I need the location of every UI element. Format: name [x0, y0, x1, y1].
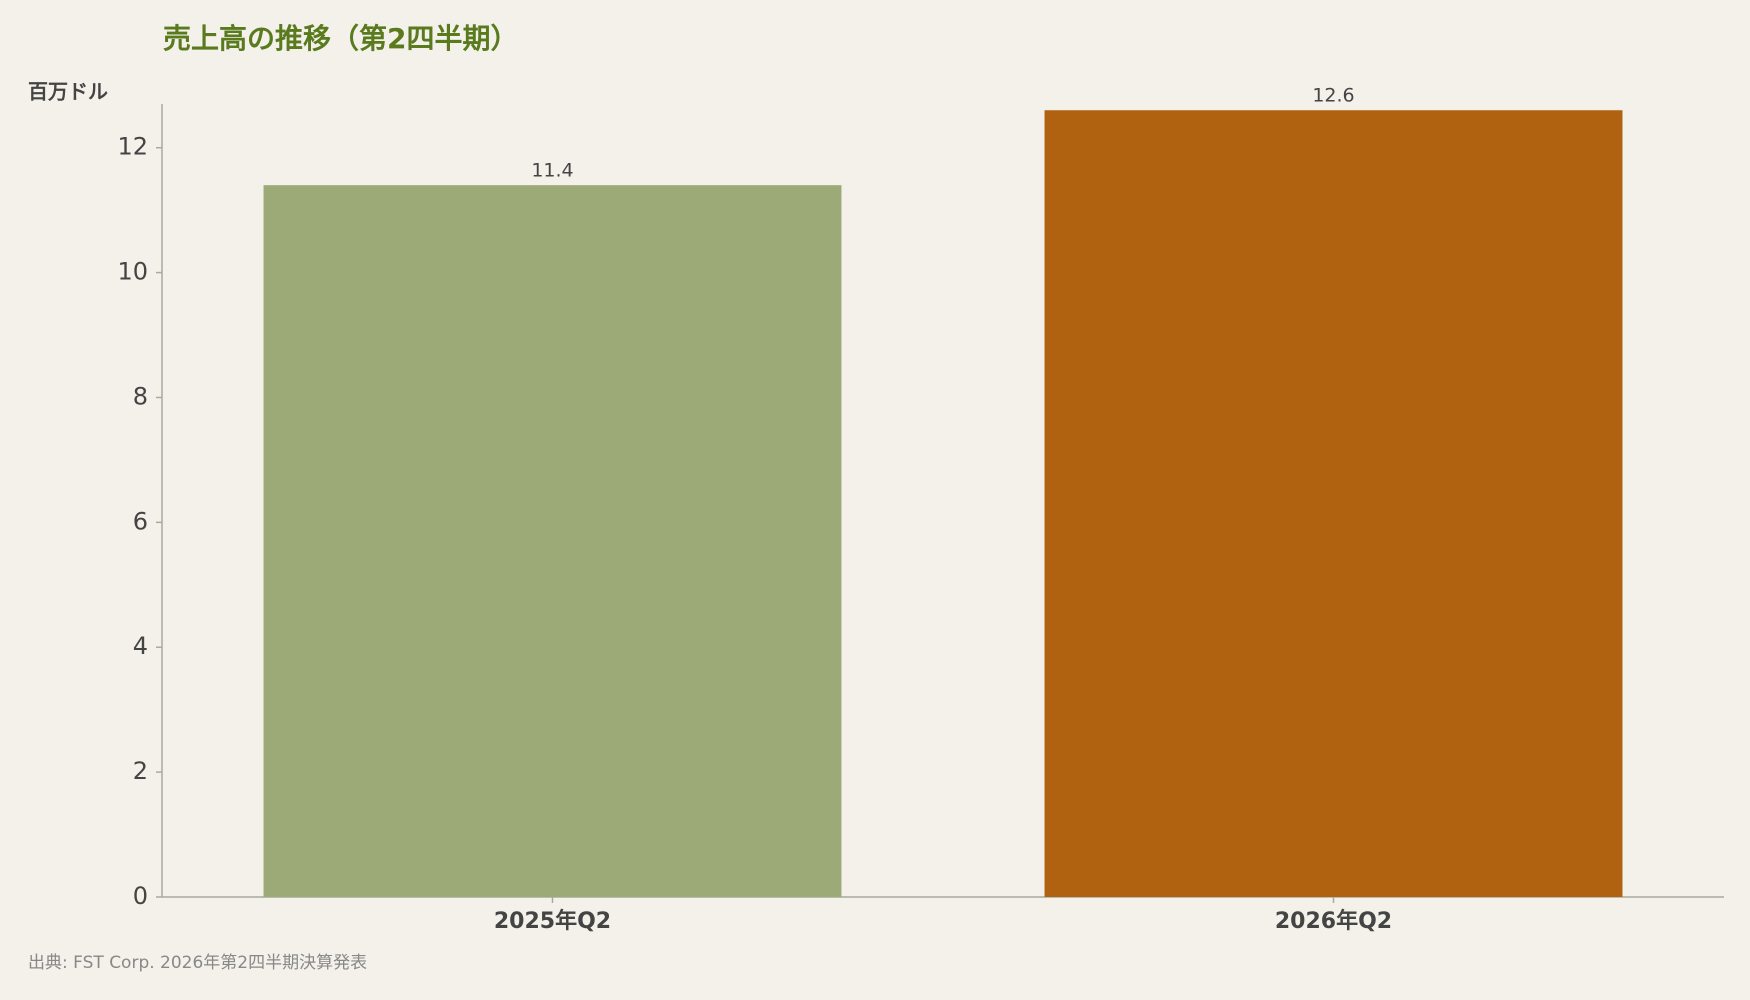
source-note: 出典: FST Corp. 2026年第2四半期決算発表: [28, 953, 367, 973]
y-axis-label: 百万ドル: [28, 80, 108, 104]
y-tick-label: 4: [133, 632, 148, 660]
bar: [1044, 110, 1623, 898]
y-tick-label: 6: [133, 507, 148, 535]
y-tick-label: 0: [133, 882, 148, 910]
chart-title: 売上高の推移（第2四半期）: [163, 22, 518, 55]
value-label: 11.4: [531, 160, 573, 182]
bar: [263, 185, 842, 898]
y-tick-label: 12: [117, 133, 148, 161]
x-tick-label: 2026年Q2: [1275, 908, 1392, 934]
y-tick-label: 8: [133, 382, 148, 410]
x-tick-label: 2025年Q2: [494, 908, 611, 934]
y-tick-label: 10: [117, 258, 148, 286]
y-tick-label: 2: [133, 757, 148, 785]
value-label: 12.6: [1312, 85, 1354, 107]
